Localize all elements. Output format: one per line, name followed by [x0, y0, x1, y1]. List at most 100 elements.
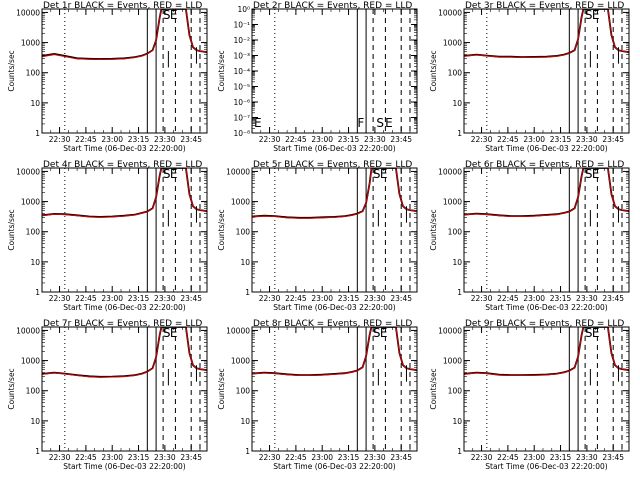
y-tick-label: 100	[448, 69, 463, 78]
y-tick-label: 1000	[443, 198, 462, 207]
y-tick-label: 10000	[438, 167, 462, 176]
y-tick-label: 10000	[438, 326, 462, 335]
x-axis-label: Start Time (06-Dec-03 22:20:00)	[63, 144, 185, 153]
interval-flag: E	[170, 167, 178, 181]
series-line-lld	[42, 9, 207, 61]
x-tick-label: 22:30	[471, 294, 493, 303]
x-tick-label: 23:00	[311, 453, 333, 462]
x-tick-label: 23:00	[311, 135, 333, 144]
interval-flag: S	[585, 167, 593, 181]
x-tick-label: 23:30	[576, 135, 598, 144]
y-axis-label: Counts/sec	[7, 209, 16, 250]
interval-flag: S	[163, 8, 171, 22]
y-tick-label: 1	[457, 447, 462, 456]
x-tick-label: 23:45	[602, 294, 624, 303]
x-tick-label: 22:45	[285, 135, 307, 144]
interval-flag: F	[357, 116, 364, 130]
interval-flag: S	[585, 326, 593, 340]
series-line-events	[252, 168, 417, 219]
x-tick-label: 23:30	[154, 294, 176, 303]
plot-frame	[41, 8, 208, 134]
y-tick-label: 100	[26, 69, 41, 78]
x-tick-label: 23:45	[602, 135, 624, 144]
y-axis-label: Counts/sec	[429, 368, 438, 409]
y-tick-label: 10	[452, 417, 462, 426]
y-axis-label: Counts/sec	[429, 50, 438, 91]
y-tick-label: 10000	[226, 326, 250, 335]
series-line-lld	[252, 327, 417, 377]
x-tick-label: 23:15	[128, 294, 150, 303]
x-tick-label: 23:30	[364, 453, 386, 462]
series-line-lld	[464, 168, 629, 218]
plot-frame	[251, 8, 418, 134]
x-tick-label: 23:45	[180, 135, 202, 144]
y-tick-label: 100	[448, 387, 463, 396]
x-tick-label: 23:45	[180, 294, 202, 303]
y-tick-label: 1	[35, 129, 40, 138]
y-tick-label: 10	[30, 258, 40, 267]
y-tick-label: 1000	[231, 357, 250, 366]
y-tick-label: 1000	[21, 357, 40, 366]
y-tick-label: 1	[35, 288, 40, 297]
series-line-lld	[252, 168, 417, 219]
x-tick-label: 22:45	[75, 294, 97, 303]
plot-frame	[41, 326, 208, 452]
y-tick-label: 1	[457, 129, 462, 138]
panel-det-5r: Det 5r BLACK = Events, RED = LLD 1 10 100 10…	[217, 160, 418, 312]
x-axis-label: Start Time (06-Dec-03 22:20:00)	[273, 462, 395, 471]
interval-flag: E	[170, 326, 178, 340]
x-tick-label: 23:15	[128, 135, 150, 144]
y-axis-label: Counts/sec	[217, 368, 226, 409]
panel-title: Det 2r BLACK = Events, RED = LLD	[253, 1, 412, 11]
x-tick-label: 22:45	[285, 453, 307, 462]
y-axis-label: Counts/sec	[7, 368, 16, 409]
x-axis-label: Start Time (06-Dec-03 22:20:00)	[273, 303, 395, 312]
interval-flag: E	[385, 116, 393, 130]
x-tick-label: 23:00	[101, 453, 123, 462]
panel-title: Det 7r BLACK = Events, RED = LLD	[43, 319, 202, 329]
x-tick-label: 22:30	[49, 453, 71, 462]
panel-det-6r: Det 6r BLACK = Events, RED = LLD 1 10 100 10…	[429, 160, 630, 312]
y-tick-label: 10⁻¹	[233, 21, 250, 30]
interval-flag: E	[592, 8, 600, 22]
x-tick-label: 23:30	[364, 135, 386, 144]
y-tick-label: 10⁻⁴	[233, 67, 250, 76]
y-tick-label: 10⁻²	[233, 36, 250, 45]
x-tick-label: 23:00	[311, 294, 333, 303]
panel-title: Det 3r BLACK = Events, RED = LLD	[465, 1, 624, 11]
interval-flag: E	[380, 326, 388, 340]
x-axis-label: Start Time (06-Dec-03 22:20:00)	[485, 144, 607, 153]
x-tick-label: 23:00	[101, 294, 123, 303]
panel-det-2r: Det 2r BLACK = Events, RED = LLD 10⁻⁸ 10⁻⁷…	[217, 1, 418, 153]
plot-frame	[41, 167, 208, 293]
series-line-lld	[464, 9, 629, 59]
x-tick-label: 23:00	[523, 294, 545, 303]
x-tick-label: 23:15	[338, 135, 360, 144]
y-tick-label: 10000	[226, 167, 250, 176]
y-tick-label: 1000	[21, 39, 40, 48]
x-tick-label: 22:30	[259, 453, 281, 462]
x-tick-label: 22:45	[497, 453, 519, 462]
y-tick-label: 10⁻⁷	[233, 114, 250, 123]
interval-flag: S	[163, 167, 171, 181]
series-line-events	[464, 9, 629, 59]
x-tick-label: 22:30	[471, 135, 493, 144]
series-line-events	[42, 9, 207, 60]
series-line-lld	[464, 327, 629, 377]
x-tick-label: 23:15	[338, 294, 360, 303]
x-tick-label: 23:15	[550, 294, 572, 303]
x-tick-label: 22:45	[75, 135, 97, 144]
y-tick-label: 10000	[16, 8, 40, 17]
x-tick-label: 23:15	[550, 135, 572, 144]
interval-flag: S	[376, 116, 384, 130]
panel-det-7r: Det 7r BLACK = Events, RED = LLD 1 10 100 10…	[7, 319, 208, 471]
y-tick-label: 1	[35, 447, 40, 456]
x-tick-label: 22:30	[49, 294, 71, 303]
